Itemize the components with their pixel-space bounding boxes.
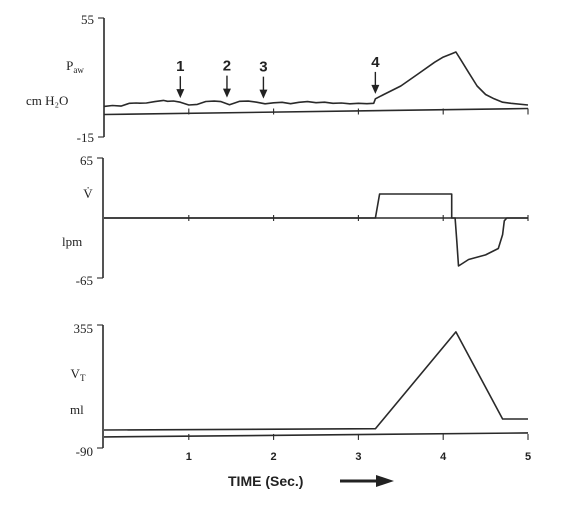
- x-tick-label: 4: [440, 451, 447, 463]
- volume-y-label: VT: [71, 366, 86, 383]
- volume-baseline: [103, 432, 529, 438]
- pressure-trace: [103, 51, 529, 108]
- arrow-head: [176, 89, 185, 99]
- x-axis-arrow-head: [376, 475, 394, 487]
- arrow-head: [371, 84, 380, 94]
- annotation-label: 4: [371, 54, 380, 71]
- flow-panel: 65 -65 V̇ lpm: [62, 153, 529, 288]
- flow-trace: [104, 193, 528, 267]
- volume-trace: [103, 331, 528, 431]
- flow-y-tick-label: 65: [80, 153, 93, 168]
- annotation-label: 3: [259, 59, 267, 76]
- volume-panel: 355 -90 VT ml: [70, 321, 529, 459]
- annotation-label: 1: [176, 58, 184, 75]
- x-axis-title: TIME (Sec.): [228, 473, 303, 489]
- annotation-arrow-1: 1: [176, 58, 185, 99]
- flow-y-tick-label: -65: [76, 273, 93, 288]
- pressure-y-tick-label: 55: [81, 12, 94, 27]
- annotation-arrow-4: 4: [371, 54, 380, 94]
- pressure-y-tick-label: -15: [77, 130, 94, 145]
- flow-y-label: V̇: [83, 186, 93, 201]
- pressure-baseline: [103, 107, 529, 116]
- annotation-arrow-2: 2: [223, 58, 231, 98]
- volume-y-tick-label: -90: [76, 444, 93, 459]
- annotation-arrow-3: 3: [259, 59, 268, 99]
- x-tick-label: 2: [271, 451, 277, 463]
- x-tick-label: 1: [186, 451, 192, 463]
- flow-unit-label: lpm: [62, 234, 82, 249]
- volume-unit-label: ml: [70, 402, 84, 417]
- pressure-unit-label: cm H₂O: [26, 93, 68, 108]
- volume-y-tick-label: 355: [74, 321, 94, 336]
- pressure-y-label: Paw: [66, 58, 84, 75]
- pressure-panel: 55 -15 Paw cm H₂O 1 2 3 4: [26, 12, 529, 145]
- arrow-head: [259, 89, 268, 99]
- annotation-label: 2: [223, 58, 231, 75]
- x-tick-label: 3: [355, 451, 361, 463]
- x-tick-label: 5: [525, 451, 531, 463]
- arrow-head: [222, 88, 231, 98]
